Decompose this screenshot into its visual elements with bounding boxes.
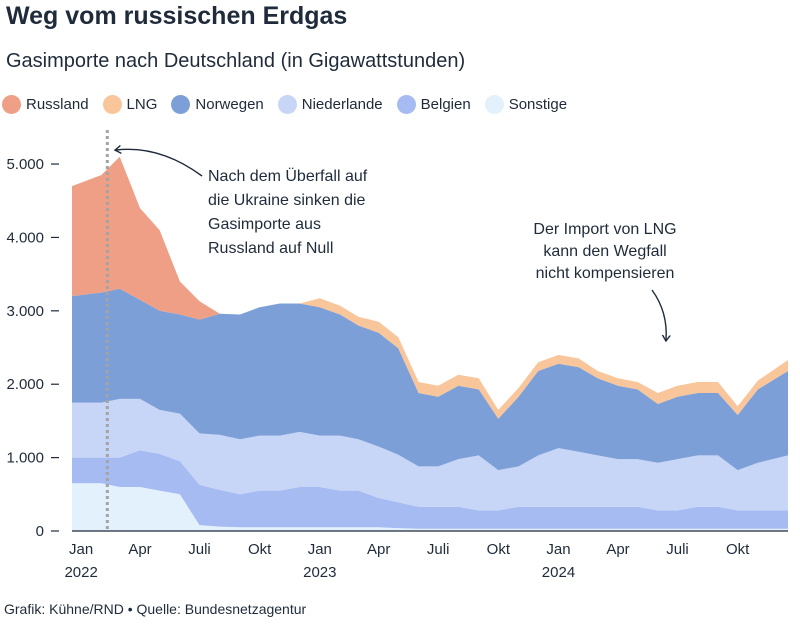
x-tick-label: Jan (546, 541, 570, 558)
y-tick-label: 4.000 (6, 229, 44, 246)
chart-title: Weg vom russischen Erdgas (6, 2, 348, 30)
area-sonstige (72, 483, 788, 531)
legend-label-sonstige: Sonstige (508, 96, 568, 113)
chart-subtitle: Gasimporte nach Deutschland (in Gigawatt… (6, 50, 466, 72)
y-tick-label: 1.000 (6, 450, 44, 467)
legend-item-lng: LNG (102, 95, 158, 114)
area-lng (72, 288, 788, 419)
y-tick-label: 0 (36, 523, 44, 540)
legend-item-norwegen: Norwegen (171, 95, 264, 114)
legend-item-sonstige: Sonstige (484, 95, 568, 114)
x-tick-label: Okt (248, 541, 272, 558)
x-tick-label: Juli (427, 541, 450, 558)
legend-item-russland: Russland (2, 95, 89, 114)
x-tick-label: Apr (606, 541, 629, 558)
x-tick-label: Jan (308, 541, 332, 558)
legend-item-belgien: Belgien (396, 95, 471, 114)
x-tick-label: Juli (188, 541, 211, 558)
x-tick-year: 2023 (303, 564, 336, 581)
legend-swatch-norwegen (171, 95, 191, 114)
area-niederlande (72, 398, 788, 511)
legend-swatch-niederlande (277, 95, 297, 114)
legend-label-russland: Russland (26, 96, 89, 113)
area-norwegen (72, 288, 788, 471)
annotation-ukraine-arrow (116, 149, 203, 177)
legend-swatch-sonstige (484, 95, 504, 114)
x-tick-label: Jan (69, 541, 93, 558)
area-belgien (72, 450, 788, 529)
legend-label-lng: LNG (126, 96, 158, 113)
x-axis: Jan 2022 Apr Juli Okt Jan 2023 Apr Juli Okt Jan 202… (64, 530, 788, 581)
annotation-ukraine: Nach dem Überfall auf die Ukraine sinken … (208, 167, 368, 257)
legend-label-belgien: Belgien (420, 96, 471, 113)
annotations: Nach dem Überfall auf die Ukraine sinken … (116, 149, 677, 340)
x-tick-label: Juli (666, 541, 689, 558)
y-tick-label: 5.000 (6, 156, 44, 173)
stacked-areas (72, 156, 788, 531)
legend-label-niederlande: Niederlande (301, 96, 383, 113)
y-tick-label: 2.000 (6, 376, 44, 393)
x-tick-label: Okt (726, 541, 750, 558)
chart-credit: Grafik: Kühne/RND • Quelle: Bundesnetzag… (4, 601, 307, 617)
x-tick-label: Okt (487, 541, 511, 558)
x-tick-year: 2024 (542, 564, 575, 581)
legend-item-niederlande: Niederlande (277, 95, 383, 114)
annotation-lng: Der Import von LNG kann den Wegfall nicht … (533, 221, 676, 282)
x-tick-label: Apr (128, 541, 151, 558)
chart-legend: Russland LNG Norwegen Niederlande Belgie… (2, 95, 581, 114)
legend-swatch-lng (102, 95, 122, 114)
annotation-lng-arrow (651, 289, 666, 340)
legend-swatch-belgien (396, 95, 416, 114)
legend-swatch-russland (2, 95, 21, 114)
y-tick-label: 3.000 (6, 303, 44, 320)
legend-label-norwegen: Norwegen (195, 96, 264, 113)
y-axis: 0 1.000 2.000 3.000 4.000 5.000 (6, 156, 59, 540)
x-tick-label: Apr (367, 541, 390, 558)
x-tick-year: 2022 (64, 564, 97, 581)
